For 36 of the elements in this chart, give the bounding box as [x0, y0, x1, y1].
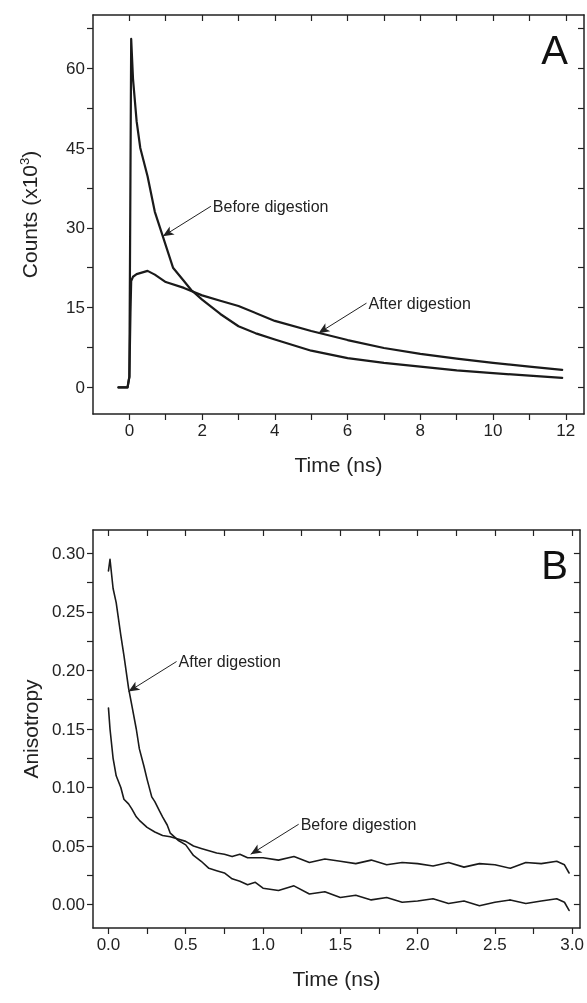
y-tick-label: 0.05 — [51, 836, 85, 856]
x-tick-label: 2 — [197, 421, 207, 440]
y-tick-label: 0.10 — [51, 778, 85, 798]
x-tick-label: 1.0 — [251, 935, 275, 954]
y-tick-label: 60 — [66, 58, 85, 78]
annotation: Before digestion — [300, 815, 417, 833]
y-tick-label: 45 — [66, 138, 85, 158]
chart-title: B — [541, 543, 569, 587]
chart-title: A — [541, 28, 569, 72]
y-tick-label: 0.20 — [51, 660, 85, 680]
x-tick-label: 6 — [342, 421, 353, 440]
x-tick-label: 0.5 — [173, 935, 198, 954]
annotation: After digestion — [178, 653, 281, 671]
x-tick-label: 2.5 — [483, 935, 507, 954]
x-axis-title: Time (ns) — [294, 453, 383, 476]
x-tick-label: 0 — [124, 421, 135, 440]
x-tick-label: 1.5 — [328, 935, 353, 954]
x-tick-label: 8 — [415, 421, 426, 440]
x-tick-label: 0.0 — [96, 935, 121, 954]
y-tick-label: 0.30 — [51, 543, 85, 563]
x-tick-label: 12 — [556, 421, 576, 440]
y-tick-label: 0.15 — [51, 719, 85, 739]
x-tick-label: 2.0 — [405, 935, 430, 954]
x-tick-label: 3.0 — [560, 935, 584, 954]
x-axis-title: Time (ns) — [292, 967, 381, 990]
y-tick-label: 15 — [66, 298, 85, 318]
y-axis-title: Counts (x103) — [17, 150, 41, 279]
y-tick-label: 30 — [66, 218, 85, 238]
annotation: After digestion — [368, 294, 471, 312]
y-tick-label: 0.25 — [51, 602, 85, 622]
y-tick-label: 0.00 — [51, 895, 85, 915]
y-tick-label: 0 — [75, 377, 85, 397]
x-tick-label: 10 — [483, 421, 503, 440]
x-tick-label: 4 — [270, 421, 280, 440]
annotation: Before digestion — [212, 197, 329, 215]
y-axis-title: Anisotropy — [19, 678, 42, 779]
